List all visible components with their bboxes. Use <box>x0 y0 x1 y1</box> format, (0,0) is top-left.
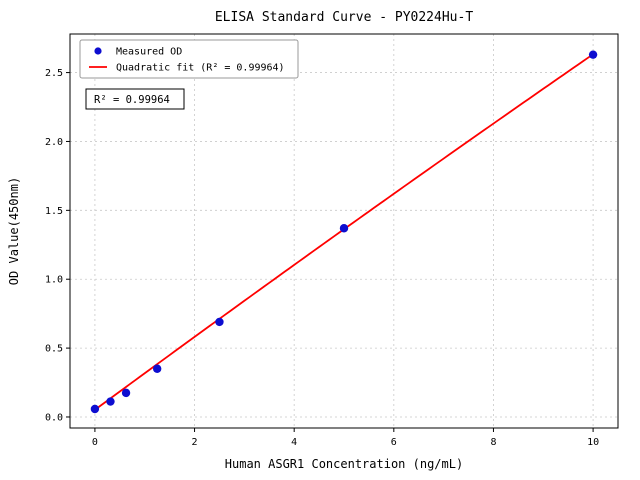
data-point <box>106 397 115 406</box>
y-tick-label: 1.5 <box>45 206 63 217</box>
y-tick-label: 2.5 <box>45 68 63 79</box>
chart-title: ELISA Standard Curve - PY0224Hu-T <box>215 10 473 25</box>
data-point <box>588 50 598 59</box>
y-tick-label: 2.0 <box>45 137 63 148</box>
data-point <box>215 317 224 327</box>
x-tick-label: 0 <box>92 437 98 448</box>
data-point <box>339 224 349 233</box>
axis-tick-labels: 0 2 4 6 8 10 0.0 0.5 1.0 1.5 2.0 2.5 <box>45 68 599 448</box>
axes-frame <box>69 33 619 429</box>
legend-label-measured-od: Measured OD <box>116 47 182 58</box>
data-point <box>90 404 100 414</box>
x-tick-label: 2 <box>192 437 198 448</box>
y-tick-label: 1.0 <box>45 275 63 286</box>
x-axis-label: Human ASGR1 Concentration (ng/mL) <box>225 457 463 471</box>
annotation-text: R² = 0.99964 <box>94 94 170 106</box>
y-tick-label: 0.5 <box>45 344 63 355</box>
legend-marker-points <box>94 47 102 55</box>
legend-box <box>79 39 299 79</box>
data-point <box>152 364 162 373</box>
axis-ticks <box>66 72 594 432</box>
y-axis-label: OD Value(450nm) <box>7 177 21 285</box>
measured-points <box>90 50 598 414</box>
x-tick-label: 10 <box>587 437 599 448</box>
y-tick-label: 0.0 <box>45 412 63 423</box>
annotation-box <box>85 88 185 110</box>
legend-label-quadratic-fit: Quadratic fit (R² = 0.99964) <box>116 63 285 74</box>
x-tick-label: 4 <box>291 437 297 448</box>
x-tick-label: 6 <box>391 437 397 448</box>
data-point <box>121 388 131 398</box>
r-squared-annotation: R² = 0.99964 <box>85 88 185 110</box>
x-tick-label: 8 <box>490 437 496 448</box>
legend: Measured OD Quadratic fit (R² = 0.99964) <box>79 39 299 79</box>
